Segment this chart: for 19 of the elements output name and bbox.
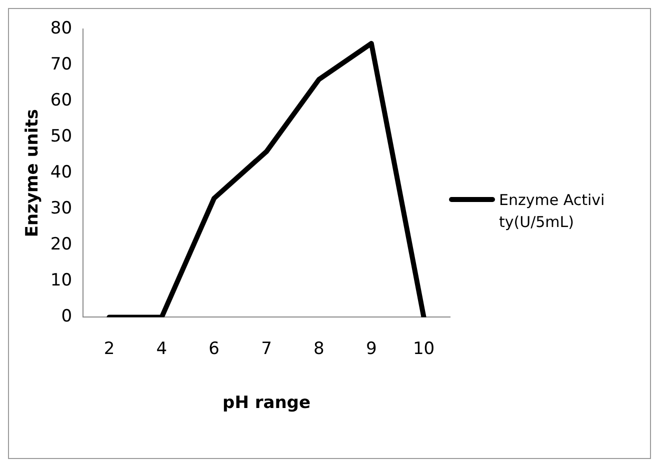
legend-label: Enzyme Activity(U/5mL) [499, 190, 606, 233]
x-tick-label: 10 [412, 338, 435, 359]
y-tick-label: 80 [50, 18, 72, 38]
y-tick-label: 60 [50, 90, 72, 110]
y-axis-title: Enzyme units [22, 109, 43, 238]
x-tick-label: 8 [314, 338, 324, 359]
y-tick-label: 30 [50, 198, 72, 219]
x-axis-title: pH range [222, 393, 311, 414]
x-tick-label: 6 [208, 338, 220, 359]
y-tick-label: 70 [50, 54, 72, 74]
x-tick-label: 2 [104, 338, 115, 359]
y-tick-label: 10 [50, 270, 72, 291]
y-tick-label: 50 [50, 126, 72, 146]
x-tick-label: 4 [156, 338, 168, 359]
x-tick-label: 9 [366, 338, 377, 359]
y-tick-label: 20 [50, 234, 72, 255]
y-tick-label: 40 [50, 162, 72, 183]
y-tick-label: 0 [61, 306, 72, 327]
x-tick-label: 7 [261, 338, 272, 359]
